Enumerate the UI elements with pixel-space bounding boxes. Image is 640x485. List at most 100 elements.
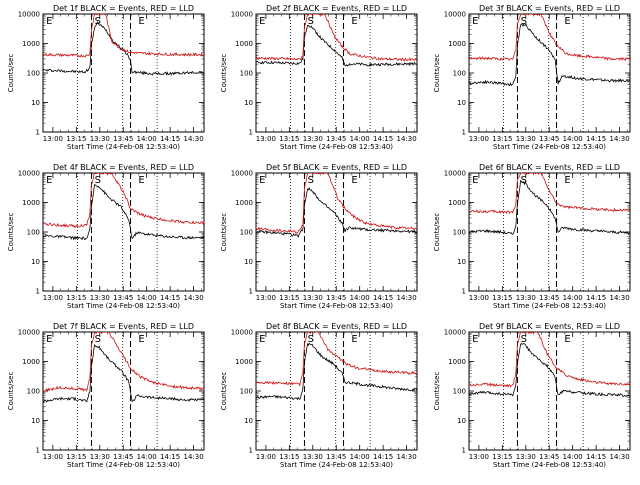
- interval-marker: E: [564, 175, 570, 186]
- interval-marker: S: [521, 175, 527, 186]
- y-tick-label: 100: [27, 388, 40, 396]
- x-tick-label: 13:45: [113, 135, 133, 143]
- interval-marker: E: [259, 16, 265, 27]
- y-axis-title: Counts/sec: [220, 213, 228, 252]
- interval-marker: E: [46, 334, 52, 345]
- series-lld: [43, 173, 204, 228]
- y-tick-label: 1000: [235, 199, 253, 207]
- y-tick-label: 10000: [444, 170, 466, 178]
- x-tick-label: 14:00: [137, 453, 157, 461]
- x-tick-label: 13:15: [66, 135, 86, 143]
- y-tick-label: 10: [244, 258, 253, 266]
- x-tick-label: 13:15: [279, 135, 299, 143]
- x-tick-label: 13:30: [303, 294, 323, 302]
- interval-marker: E: [351, 334, 357, 345]
- y-tick-label: 100: [453, 229, 466, 237]
- y-tick-label: 1: [462, 288, 466, 296]
- interval-marker: E: [564, 334, 570, 345]
- x-tick-label: 14:30: [609, 135, 629, 143]
- x-tick-label: 14:30: [609, 453, 629, 461]
- x-tick-label: 13:15: [492, 453, 512, 461]
- panel-det-6: Det 6f BLACK = Events, RED = LLD 1 10 100 10…: [433, 163, 631, 310]
- y-tick-label: 100: [453, 70, 466, 78]
- interval-marker: S: [95, 175, 101, 186]
- series-events: [256, 342, 417, 401]
- panel-title: Det 1f BLACK = Events, RED = LLD: [53, 4, 194, 13]
- y-axis-title: Counts/sec: [7, 372, 15, 411]
- x-axis-title: Start Time (24-Feb-08 12:53:40): [280, 143, 393, 151]
- y-tick-label: 100: [27, 229, 40, 237]
- x-tick-label: 13:00: [43, 135, 63, 143]
- interval-marker: S: [308, 175, 314, 186]
- y-tick-label: 100: [27, 70, 40, 78]
- x-tick-label: 13:00: [43, 294, 63, 302]
- x-tick-label: 13:00: [256, 453, 276, 461]
- x-axis-title: Start Time (24-Feb-08 12:53:40): [493, 143, 606, 151]
- y-tick-label: 10000: [231, 329, 253, 337]
- x-tick-label: 13:30: [90, 294, 110, 302]
- y-tick-label: 1: [462, 129, 466, 137]
- panel-title: Det 8f BLACK = Events, RED = LLD: [266, 322, 407, 331]
- x-tick-label: 13:00: [469, 453, 489, 461]
- y-tick-label: 1: [36, 129, 40, 137]
- panel-det-3: Det 3f BLACK = Events, RED = LLD 1 10 100 10…: [433, 4, 631, 151]
- y-tick-label: 100: [453, 388, 466, 396]
- x-tick-label: 13:45: [326, 135, 346, 143]
- x-tick-label: 14:15: [160, 294, 180, 302]
- x-tick-label: 14:00: [350, 453, 370, 461]
- y-tick-label: 1000: [22, 199, 40, 207]
- x-axis-title: Start Time (24-Feb-08 12:53:40): [67, 461, 180, 469]
- x-tick-label: 13:00: [43, 453, 63, 461]
- interval-marker: E: [564, 16, 570, 27]
- y-tick-label: 1: [249, 129, 253, 137]
- interval-marker: E: [138, 16, 144, 27]
- series-events: [43, 184, 204, 241]
- y-tick-label: 1: [36, 447, 40, 455]
- y-axis-title: Counts/sec: [220, 372, 228, 411]
- interval-marker: E: [138, 334, 144, 345]
- x-tick-label: 13:45: [113, 453, 133, 461]
- y-axis-title: Counts/sec: [433, 372, 441, 411]
- series-events: [43, 21, 204, 76]
- y-tick-label: 100: [240, 70, 253, 78]
- y-tick-label: 1000: [22, 40, 40, 48]
- y-tick-label: 10: [31, 99, 40, 107]
- x-tick-label: 13:15: [66, 294, 86, 302]
- x-tick-label: 13:15: [279, 453, 299, 461]
- x-tick-label: 14:15: [160, 453, 180, 461]
- series-events: [469, 342, 630, 398]
- panel-title: Det 9f BLACK = Events, RED = LLD: [479, 322, 620, 331]
- y-tick-label: 10: [457, 258, 466, 266]
- x-tick-label: 13:00: [256, 294, 276, 302]
- interval-marker: E: [472, 175, 478, 186]
- x-tick-label: 14:30: [183, 453, 203, 461]
- x-tick-label: 14:30: [396, 453, 416, 461]
- interval-marker: E: [138, 175, 144, 186]
- x-tick-label: 14:30: [183, 135, 203, 143]
- x-axis-title: Start Time (24-Feb-08 12:53:40): [493, 461, 606, 469]
- series-lld: [256, 14, 417, 62]
- y-axis-title: Counts/sec: [7, 213, 15, 252]
- plot-frame: [255, 331, 418, 451]
- panel-det-8: Det 8f BLACK = Events, RED = LLD 1 10 100 10…: [220, 322, 418, 469]
- panel-title: Det 7f BLACK = Events, RED = LLD: [53, 322, 194, 331]
- series-events: [469, 179, 630, 235]
- x-tick-label: 13:30: [516, 453, 536, 461]
- y-axis-title: Counts/sec: [7, 54, 15, 93]
- y-tick-label: 10: [244, 417, 253, 425]
- x-tick-label: 13:15: [492, 135, 512, 143]
- series-lld: [256, 173, 417, 234]
- series-events: [43, 343, 204, 403]
- series-events: [469, 23, 630, 87]
- y-tick-label: 1000: [448, 358, 466, 366]
- panel-det-9: Det 9f BLACK = Events, RED = LLD 1 10 100 10…: [433, 322, 631, 469]
- y-tick-label: 1000: [448, 199, 466, 207]
- x-tick-label: 13:00: [469, 135, 489, 143]
- x-tick-label: 14:30: [183, 294, 203, 302]
- x-tick-label: 14:30: [609, 294, 629, 302]
- interval-marker: S: [308, 334, 314, 345]
- interval-marker: S: [308, 16, 314, 27]
- interval-marker: E: [259, 334, 265, 345]
- y-tick-label: 10000: [231, 11, 253, 19]
